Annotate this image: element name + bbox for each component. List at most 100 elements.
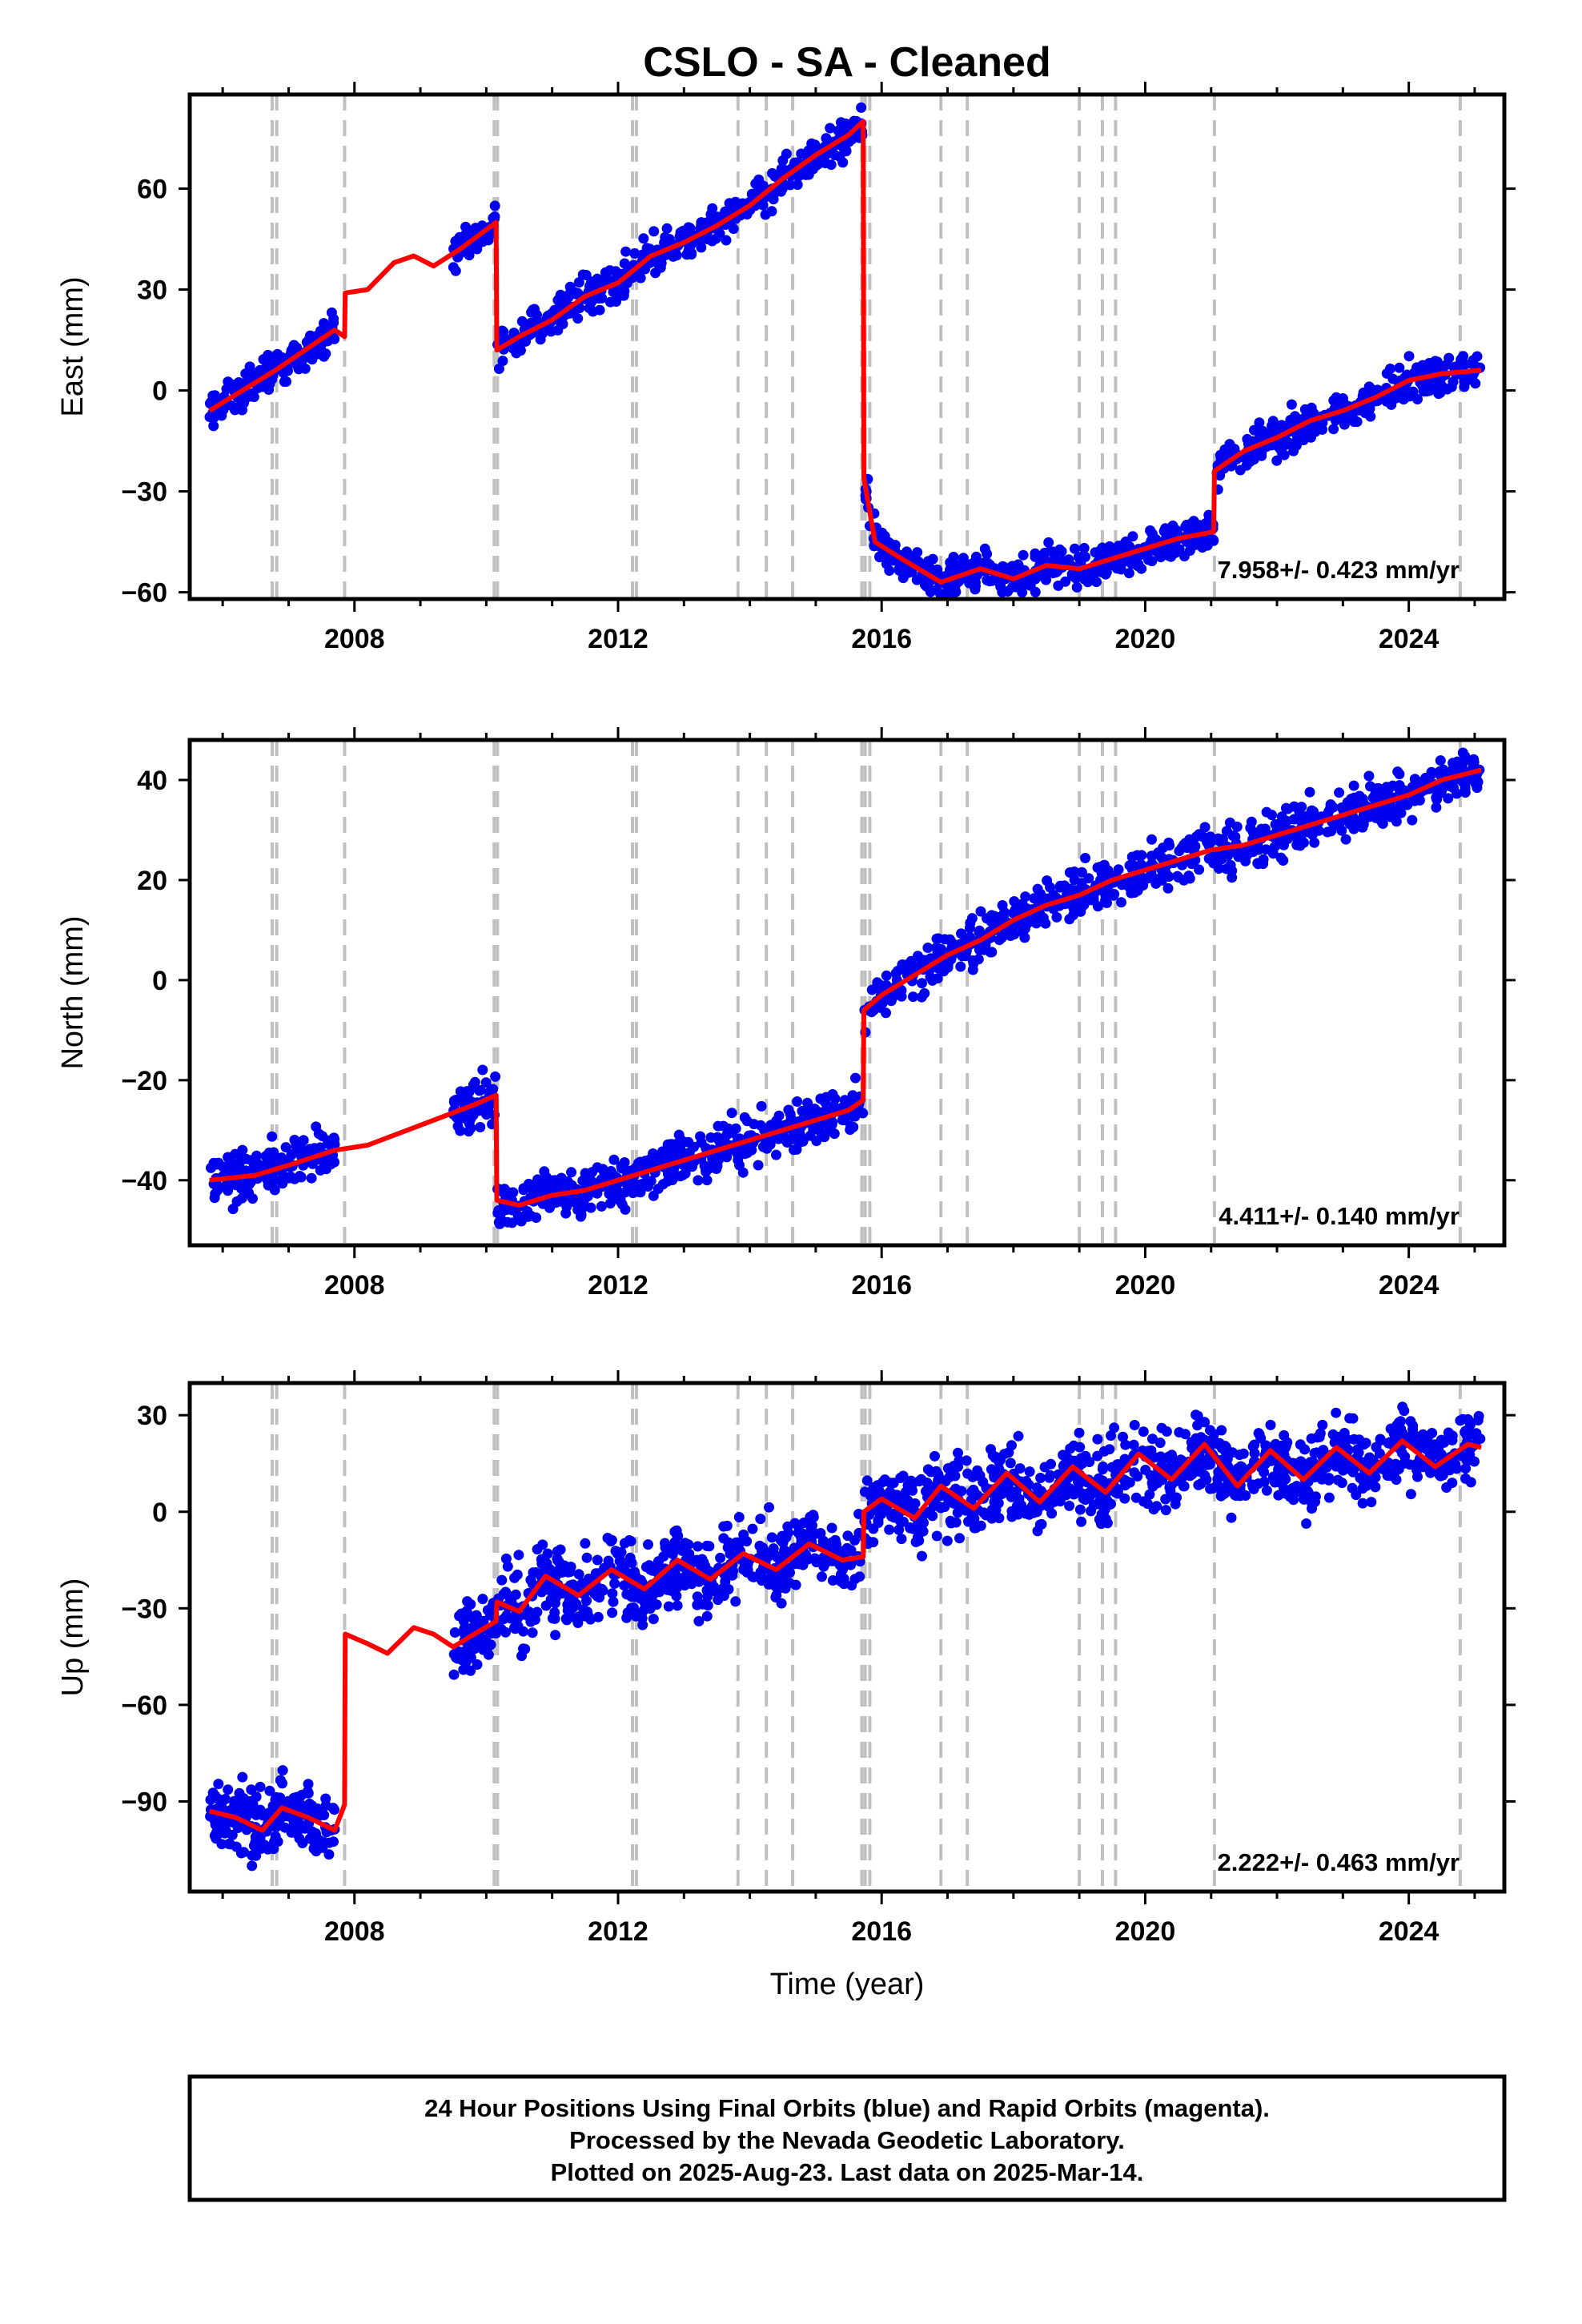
data-point [213,1779,224,1790]
data-point [1261,1485,1272,1496]
data-point [477,1064,488,1076]
data-point [770,1592,781,1602]
data-point [463,1126,474,1137]
data-point [544,1202,555,1213]
data-point [663,1601,674,1612]
data-point [1334,820,1345,831]
data-point [1325,803,1336,814]
data-point [1443,793,1454,804]
data-point [1080,853,1090,863]
data-point [572,313,584,324]
data-point [1277,816,1287,827]
y-tick-label: 0 [152,376,167,407]
data-point [908,1523,919,1534]
data-point [730,196,741,207]
data-point [518,1184,529,1196]
data-point [922,943,934,953]
data-point [919,955,930,966]
data-point [573,277,584,288]
data-point [277,1778,287,1789]
data-point [592,1611,604,1622]
data-point [572,287,584,299]
data-point [720,206,731,217]
data-point [802,1097,813,1108]
data-point [1472,1415,1484,1425]
x-tick-label: 2016 [851,624,912,654]
data-point [747,188,757,199]
data-point [620,246,632,257]
data-point [781,1137,793,1148]
data-point [1145,1470,1156,1481]
data-point [638,1181,649,1192]
data-point [1460,1463,1472,1474]
data-point [1357,1498,1368,1509]
data-point [1397,1428,1408,1438]
data-point [1003,1447,1014,1458]
data-point [926,585,936,597]
data-point [865,1490,877,1502]
data-point [1045,1470,1056,1481]
data-point [255,1161,265,1172]
data-point [580,270,592,280]
data-point [1083,873,1094,884]
footer-frame [187,2074,1507,2202]
x-tick-label: 2008 [324,624,385,654]
data-point [990,1452,1002,1462]
data-point [1394,362,1405,373]
data-point [580,1173,591,1184]
data-point [675,227,686,238]
data-point [320,1800,331,1811]
data-point [326,307,337,318]
data-point [896,1534,907,1545]
data-point [1283,803,1294,814]
data-point [610,1546,621,1557]
data-point [755,1514,766,1525]
y-tick-label: −30 [121,477,167,508]
data-point [1171,1492,1182,1503]
data-point [809,1104,821,1115]
data-point [514,1211,525,1222]
data-point [777,1574,789,1586]
data-point [611,296,622,307]
data-point [1242,433,1253,444]
data-point [1146,834,1157,845]
data-point [1375,1433,1386,1445]
data-point [1291,839,1303,850]
data-point [472,1659,483,1670]
data-point [1113,864,1124,875]
data-point [1187,1441,1199,1453]
data-point [768,1543,779,1554]
data-point [1317,1419,1328,1430]
data-point [665,1139,676,1150]
data-point [549,304,560,316]
data-point [490,1071,501,1082]
data-point [1339,1428,1350,1438]
data-point [477,1594,488,1605]
plot-area [204,94,1486,599]
data-point [1065,1443,1076,1454]
data-point [737,1167,749,1178]
x-tick-label: 2016 [851,1916,912,1947]
data-point [1100,1514,1111,1525]
data-point [271,1822,282,1833]
data-point [1120,1439,1131,1450]
data-point [1171,525,1182,536]
y-tick-label: −60 [121,578,167,609]
data-point [1118,1431,1128,1442]
data-point [223,376,234,388]
y-axis-label: East (mm) [56,276,90,416]
data-point [1285,415,1296,425]
data-point [747,1523,758,1534]
data-point [585,1202,596,1213]
data-point [307,1826,318,1837]
x-axis-label: Time (year) [770,1968,925,2001]
data-point [1418,1462,1428,1473]
data-point [1338,1465,1348,1476]
data-point [1012,1509,1023,1520]
data-point [291,1140,302,1152]
data-point [1030,586,1041,597]
data-point [237,1771,248,1783]
data-point [1192,1420,1203,1431]
data-point [1029,893,1040,904]
data-point [507,1204,518,1216]
